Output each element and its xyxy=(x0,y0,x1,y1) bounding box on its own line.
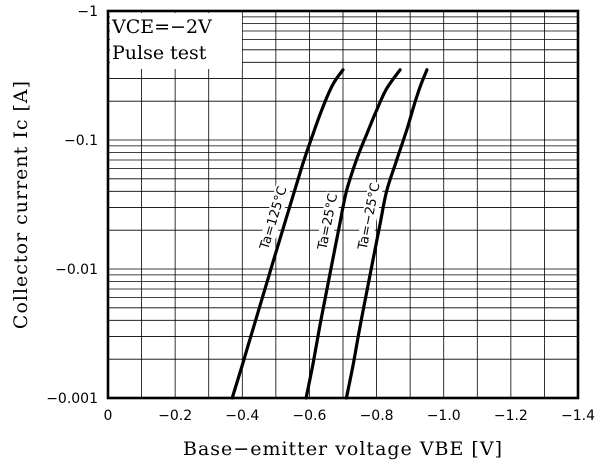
condition-vce: VCE=−2V xyxy=(111,16,212,38)
y-tick-label: −0.001 xyxy=(46,391,98,407)
series-label-text: Ta=−25°C xyxy=(356,182,384,252)
series-label-background xyxy=(256,183,291,254)
x-tick-label: −1.2 xyxy=(494,408,528,424)
series-line xyxy=(230,68,345,400)
y-tick-label: −0.01 xyxy=(55,262,98,278)
series-group xyxy=(230,68,429,400)
x-tick-label: −0.6 xyxy=(292,408,326,424)
plot-frame xyxy=(106,9,580,400)
x-tick-label: −1.0 xyxy=(427,408,461,424)
x-tick-label: −0.4 xyxy=(225,408,259,424)
series-line xyxy=(344,68,429,400)
x-tick-label: −0.8 xyxy=(360,408,394,424)
grid xyxy=(108,10,578,398)
y-tick-labels: −1 −0.1 −0.01 −0.001 xyxy=(46,4,98,407)
y-axis-title: Collector current Ic [A] xyxy=(10,80,32,329)
series-label-background xyxy=(355,180,384,253)
series-line xyxy=(304,68,402,400)
y-tick-label: −1 xyxy=(77,4,98,20)
y-tick-label: −0.1 xyxy=(64,133,98,149)
x-tick-labels: 0 −0.2 −0.4 −0.6 −0.8 −1.0 −1.2 −1.4 xyxy=(104,408,596,424)
x-tick-label: −0.2 xyxy=(158,408,192,424)
series-labels: Ta=125°C Ta=25°C Ta=−25°C xyxy=(256,180,384,254)
series-label-background xyxy=(315,191,342,253)
condition-pulse-test: Pulse test xyxy=(112,42,207,64)
conditions-box xyxy=(110,13,242,69)
x-tick-label: 0 xyxy=(104,408,113,424)
x-axis-title: Base−emitter voltage VBE [V] xyxy=(183,438,503,460)
x-tick-label: −1.4 xyxy=(561,408,595,424)
